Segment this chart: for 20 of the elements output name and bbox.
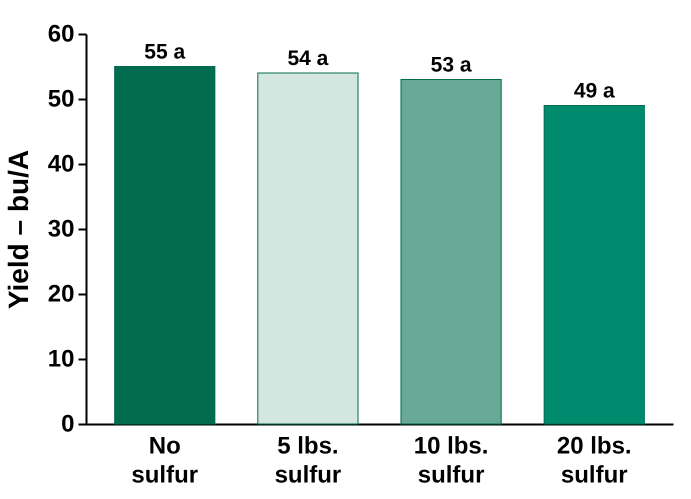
bar (400, 79, 502, 424)
data-label: 53 a (430, 54, 472, 76)
y-tick-label: 40 (48, 150, 74, 178)
y-tick-label: 50 (48, 86, 74, 112)
x-tick-label: 10 lbs. sulfur (414, 432, 488, 488)
y-tick-label: 10 (48, 346, 74, 372)
y-tick-label: 60 (48, 20, 74, 48)
y-axis-title: Yield – bu/A (2, 150, 34, 310)
y-tick-label: 0 (61, 410, 74, 438)
x-tick-label: No sulfur (131, 432, 198, 488)
x-tick-label: 20 lbs. sulfur (556, 432, 632, 488)
bar (114, 66, 216, 424)
y-tick-label: 20 (48, 280, 74, 308)
data-label: 54 a (287, 47, 329, 70)
bar (544, 105, 645, 424)
data-label: 49 a (574, 80, 616, 102)
x-tick-label: 5 lbs. sulfur (274, 432, 342, 488)
bar (257, 72, 359, 424)
data-label: 55 a (144, 40, 186, 64)
y-tick-label: 30 (48, 216, 74, 242)
